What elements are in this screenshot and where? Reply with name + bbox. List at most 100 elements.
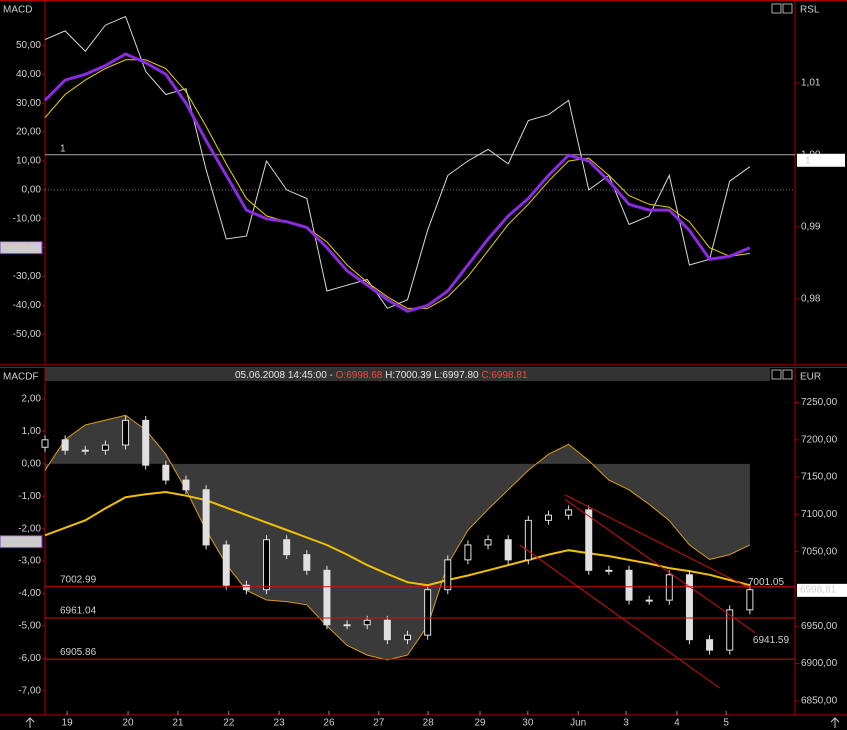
candle-body — [706, 639, 714, 651]
candle-body — [182, 479, 190, 491]
y-tick-label: 0,00 — [22, 459, 42, 470]
candle-body — [464, 544, 472, 561]
candle-body — [283, 539, 291, 556]
x-tick-label: 4 — [674, 718, 680, 729]
y2-tick-label: 7200,00 — [801, 434, 838, 445]
trend-label: 6941.59 — [753, 635, 790, 646]
scroll-arrows[interactable] — [25, 717, 840, 728]
x-tick-label: 19 — [62, 718, 74, 729]
candle-body — [343, 624, 351, 627]
y-tick-label: -50,00 — [13, 329, 42, 340]
candle-body — [41, 439, 49, 448]
header-time: 05.06.2008 14:45:00 - — [235, 370, 333, 381]
reference-marker-label: 1 — [805, 155, 811, 166]
icon[interactable] — [771, 3, 782, 14]
x-tick-label: 29 — [474, 718, 486, 729]
panel-title: MACDF — [3, 372, 39, 383]
area-line — [44, 414, 751, 661]
candle-body — [605, 569, 613, 572]
trend-line — [519, 544, 720, 689]
x-tick-label: Jun — [570, 718, 586, 729]
candle-body — [81, 449, 89, 452]
candle-body — [363, 619, 371, 626]
x-tick-label: 3 — [623, 718, 629, 729]
reference-marker — [797, 153, 845, 167]
y-tick-label: 0,00 — [22, 185, 42, 196]
value-marker — [0, 535, 43, 549]
trend-line — [564, 499, 756, 633]
value-marker-label: -2,4 — [23, 536, 41, 547]
window-icons — [771, 3, 793, 380]
trend-line — [564, 494, 751, 589]
y-tick-label: 20,00 — [16, 127, 41, 138]
level-label: 6905.86 — [60, 647, 97, 658]
x-tick-label: 23 — [274, 718, 286, 729]
value-marker-label: 19,99 — [15, 242, 40, 253]
candle-body — [685, 574, 693, 641]
y-tick-label: 10,00 — [16, 156, 41, 167]
x-tick-label: 22 — [223, 718, 235, 729]
candle-body — [142, 419, 150, 466]
candle-body — [585, 509, 593, 571]
y2-tick-label: 7100,00 — [801, 509, 838, 520]
y-tick-label: -3,00 — [18, 556, 41, 567]
x-tick-label: 21 — [172, 718, 184, 729]
area-fill — [45, 415, 750, 660]
candle-body — [544, 514, 552, 521]
candle-body — [404, 634, 411, 641]
icon[interactable] — [782, 369, 793, 380]
y-tick-label: -1,00 — [18, 491, 41, 502]
y-tick-label: 30,00 — [16, 98, 41, 109]
axis-title: EUR — [800, 372, 821, 383]
y-tick-label: -40,00 — [13, 300, 42, 311]
x-tick-label: 30 — [522, 718, 534, 729]
value-marker — [0, 241, 43, 255]
candle-body — [242, 584, 250, 591]
candle-body — [565, 509, 573, 516]
line — [44, 490, 751, 587]
header-high: H:7000.39 — [385, 370, 432, 381]
y2-tick-label: 1,01 — [801, 77, 821, 88]
y-tick-label: -10,00 — [13, 213, 42, 224]
candle-body — [645, 599, 653, 602]
candle-body — [484, 539, 492, 546]
line — [44, 59, 750, 309]
y-tick-label: 50,00 — [16, 40, 41, 51]
y2-tick-label: 7250,00 — [801, 397, 838, 408]
y2-tick-label: 0,98 — [801, 293, 821, 304]
candle-body — [524, 519, 532, 561]
candle-body — [504, 539, 512, 561]
icon[interactable] — [782, 3, 793, 14]
y-tick-label: -2,00 — [18, 523, 41, 534]
axis-title: RSL — [800, 5, 820, 16]
header-low: L:6997.80 — [434, 370, 479, 381]
y-tick-label: -30,00 — [13, 271, 42, 282]
candle-body — [61, 439, 69, 451]
candle-body — [726, 609, 734, 651]
y2-tick-label: 7050,00 — [801, 546, 838, 557]
trend-label: 7001.05 — [748, 577, 785, 588]
y2-tick-label: 7150,00 — [801, 472, 838, 483]
y2-tick-label: 0,99 — [801, 221, 821, 232]
x-tick-label: 27 — [373, 718, 385, 729]
y-tick-label: -5,00 — [18, 621, 41, 632]
y-tick-label: -4,00 — [18, 588, 41, 599]
candle-body — [746, 589, 754, 611]
x-tick-label: 20 — [123, 718, 135, 729]
value-marker — [797, 583, 847, 597]
candle-body — [222, 544, 230, 586]
candle-body — [444, 559, 452, 591]
y2-tick-label: 6900,00 — [801, 658, 838, 669]
level-label: 6961.04 — [60, 606, 97, 617]
candle-body — [665, 574, 673, 601]
line — [43, 52, 751, 313]
candle-body — [162, 464, 170, 481]
candle-body — [122, 419, 130, 446]
candle-body — [625, 569, 633, 601]
candle-body — [263, 539, 271, 591]
y-tick-label: -7,00 — [18, 685, 41, 696]
y-tick-label: -6,00 — [18, 653, 41, 664]
candle-body — [101, 444, 109, 451]
icon[interactable] — [771, 369, 782, 380]
